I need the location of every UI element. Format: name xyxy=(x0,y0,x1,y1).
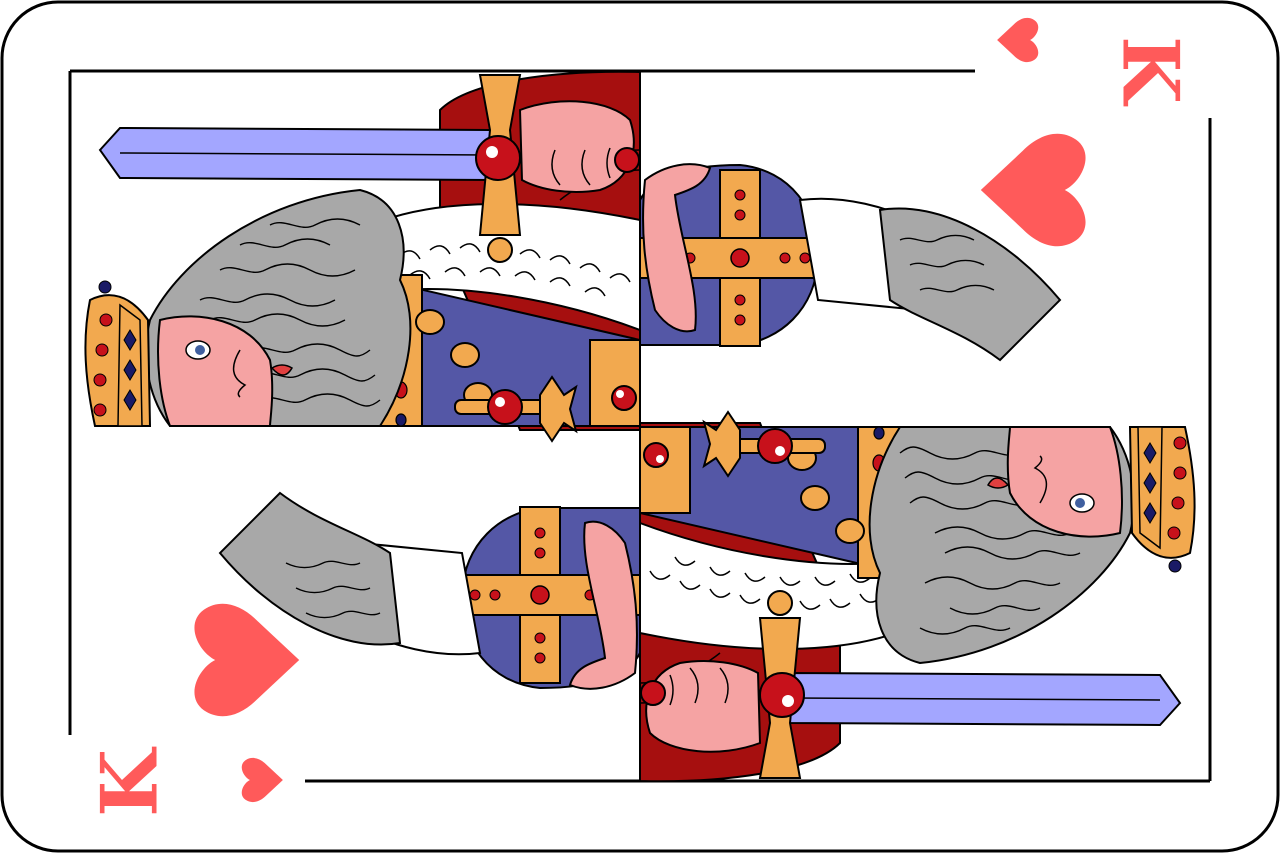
king-figure xyxy=(84,70,1196,783)
court-frame xyxy=(68,69,1212,783)
rank-label: K xyxy=(1105,36,1196,107)
rank-label: K xyxy=(85,746,176,817)
index-bottom-left: K xyxy=(85,603,300,817)
index-top-right: K xyxy=(980,17,1196,247)
